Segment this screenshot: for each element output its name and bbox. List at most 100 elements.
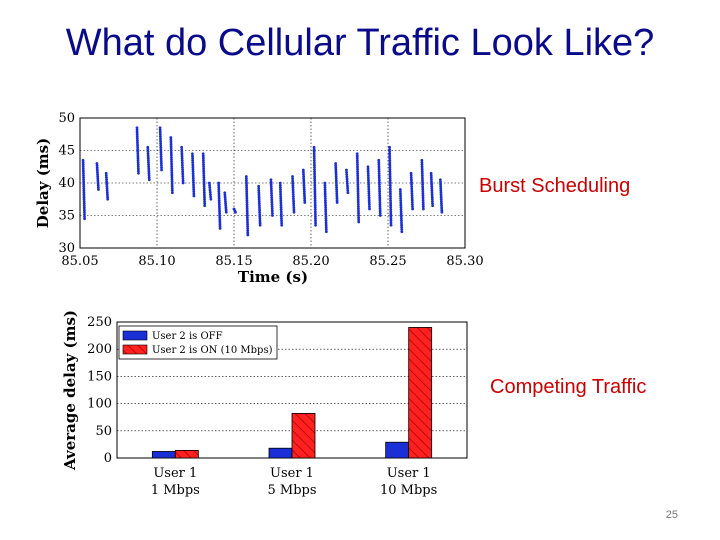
delay-point [323, 197, 327, 200]
delay-point [366, 172, 370, 175]
delay-point [312, 156, 316, 160]
delay-point [430, 191, 434, 195]
delay-point [431, 204, 435, 208]
delay-point [257, 195, 261, 199]
delay-point [313, 212, 317, 216]
delay-point [170, 162, 173, 166]
delay-point [136, 165, 140, 169]
delay-point [280, 223, 284, 227]
bar-user2-on [291, 412, 316, 459]
delay-point [368, 205, 371, 209]
delay-point [377, 163, 381, 167]
delay-point [245, 183, 248, 187]
delay-point [366, 174, 370, 178]
chart1-x-tick-label: 85.05 [61, 254, 98, 269]
delay-point [377, 178, 381, 182]
chart1-x-axis-title: Time (s) [238, 268, 308, 286]
delay-point [191, 174, 195, 178]
delay-point [217, 201, 221, 204]
delay-point [421, 196, 425, 200]
delay-point [378, 211, 382, 215]
delay-point [279, 212, 283, 216]
delay-point [388, 165, 392, 169]
delay-point [420, 172, 424, 175]
delay-point [180, 154, 184, 158]
delay-point [257, 187, 261, 190]
delay-point [421, 181, 424, 184]
chart1-x-tick-label: 85.10 [138, 254, 175, 269]
delay-point [170, 184, 174, 188]
delay-point [388, 152, 392, 156]
delay-point [82, 193, 86, 197]
delay-point [335, 198, 339, 202]
delay-point [314, 217, 317, 220]
page-number: 25 [665, 509, 678, 521]
delay-point [181, 179, 185, 183]
delay-point [334, 170, 338, 174]
delay-point [170, 178, 174, 181]
delay-point [440, 204, 443, 208]
delay-point [201, 152, 205, 156]
delay-point [96, 183, 100, 187]
delay-point [270, 205, 274, 208]
delay-point [313, 174, 317, 178]
delay-point [257, 204, 261, 208]
delay-point [377, 174, 381, 178]
delay-point [313, 168, 316, 171]
delay-burst [398, 188, 404, 234]
delay-point [409, 178, 413, 182]
delay-point [270, 202, 274, 206]
delay-point [367, 203, 371, 206]
delay-point [245, 198, 249, 202]
delay-point [158, 133, 162, 136]
delay-burst [244, 175, 250, 237]
legend-swatch-off [122, 330, 148, 341]
delay-burst [438, 178, 444, 214]
delay-point [280, 217, 283, 220]
delay-point [389, 217, 393, 220]
delay-burst [366, 165, 371, 211]
delay-point [345, 170, 348, 174]
delay-point [136, 148, 140, 151]
delay-point [410, 187, 414, 191]
delay-point [410, 185, 414, 189]
delay-point [135, 135, 139, 138]
delay-point [324, 223, 328, 227]
delay-point [218, 211, 222, 215]
delay-point [180, 161, 184, 165]
delay-point [218, 218, 222, 222]
delay-point [192, 181, 195, 185]
delay-point [218, 216, 222, 220]
delay-point [191, 156, 194, 160]
delay-point [159, 148, 163, 152]
delay-point [313, 181, 317, 185]
delay-point [159, 159, 163, 163]
delay-point [96, 170, 99, 174]
delay-point [81, 167, 85, 171]
delay-point [399, 199, 403, 203]
chart2-y-tick-label: 50 [95, 424, 112, 439]
delay-point [421, 187, 425, 191]
chart2-y-tick-label: 150 [87, 369, 112, 384]
delay-point [313, 194, 317, 198]
delay-point [399, 217, 403, 220]
delay-point [81, 169, 85, 173]
delay-point [217, 205, 221, 209]
delay-point [96, 175, 100, 178]
delay-point [389, 192, 392, 196]
delay-point [389, 219, 393, 223]
delay-point [313, 179, 317, 183]
delay-point [280, 221, 284, 225]
delay-point [170, 186, 174, 190]
delay-point [279, 192, 282, 196]
delay-point [400, 219, 403, 223]
delay-point [159, 153, 163, 156]
delay-point [355, 152, 359, 156]
delay-point [202, 191, 206, 195]
delay-point [421, 203, 425, 206]
delay-point [218, 209, 221, 213]
delay-point [217, 183, 221, 187]
delay-point [324, 205, 328, 209]
delay-point [430, 187, 434, 190]
delay-point [218, 214, 222, 217]
